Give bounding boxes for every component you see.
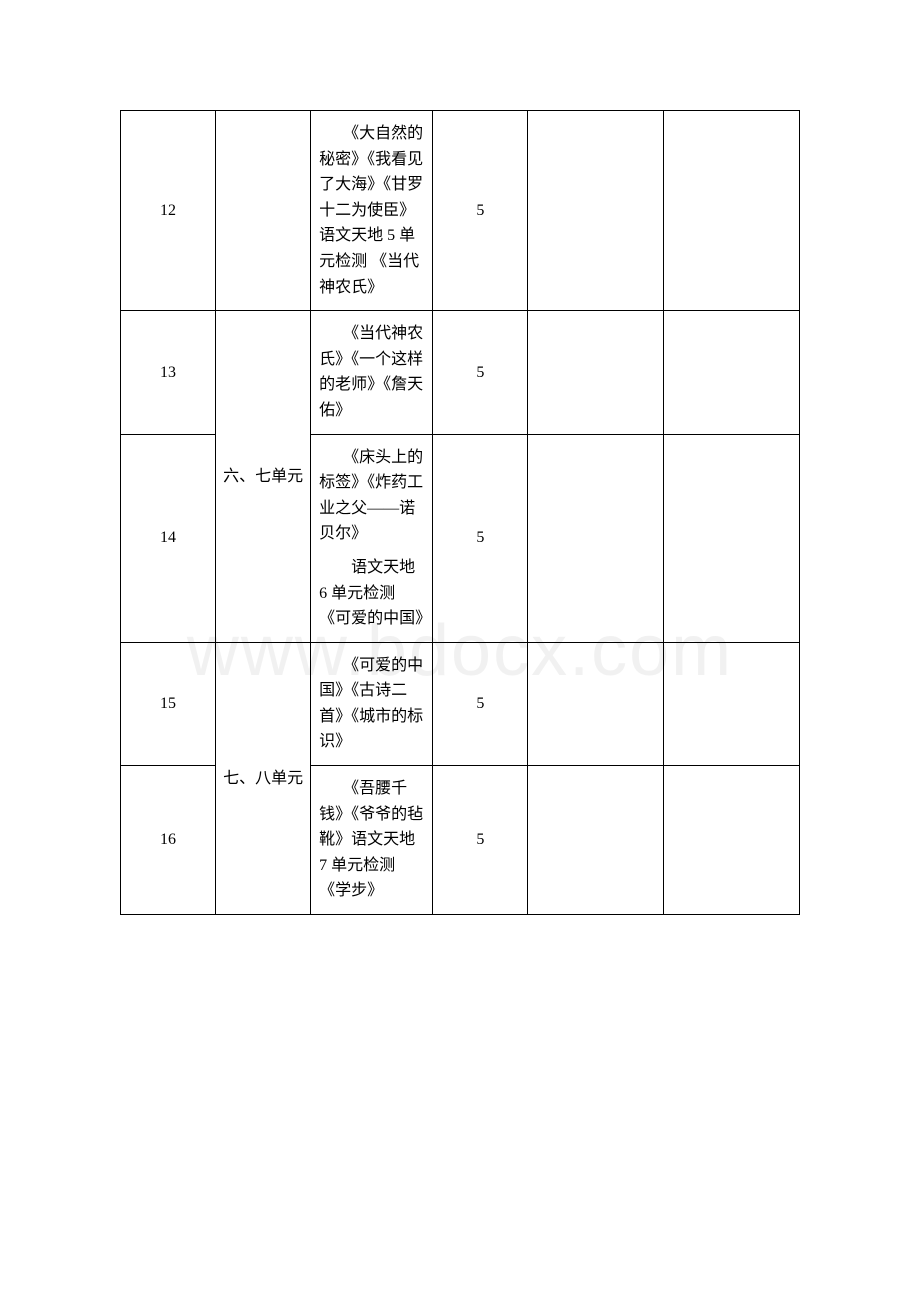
content-para: 语文天地 6 单元检测 《可爱的中国》 (319, 555, 424, 632)
hours-cell: 5 (433, 642, 528, 765)
content-cell: 《吾腰千钱》《爷爷的毡靴》语文天地 7 单元检测《学步》 (311, 766, 433, 915)
content-cell: 《当代神农氏》《一个这样的老师》《詹天佑》 (311, 311, 433, 434)
content-para: 《床头上的标签》《炸药工业之父——诺贝尔》 (319, 445, 424, 547)
table-row: 13 六、七单元 《当代神农氏》《一个这样的老师》《詹天佑》 5 (121, 311, 800, 434)
content-cell: 《可爱的中国》《古诗二首》《城市的标识》 (311, 642, 433, 765)
hours-cell: 5 (433, 766, 528, 915)
week-cell: 14 (121, 434, 216, 642)
content-cell: 《床头上的标签》《炸药工业之父——诺贝尔》 语文天地 6 单元检测 《可爱的中国… (311, 434, 433, 642)
unit-cell: 六、七单元 (216, 311, 311, 643)
schedule-table: 12 《大自然的秘密》《我看见了大海》《甘罗十二为使臣》 语文天地 5 单元检测… (120, 110, 800, 915)
content-cell: 《大自然的秘密》《我看见了大海》《甘罗十二为使臣》 语文天地 5 单元检测 《当… (311, 111, 433, 311)
table-row: 15 七、八单元 《可爱的中国》《古诗二首》《城市的标识》 5 (121, 642, 800, 765)
empty-cell (528, 311, 664, 434)
empty-cell (528, 642, 664, 765)
week-cell: 15 (121, 642, 216, 765)
hours-cell: 5 (433, 434, 528, 642)
unit-cell: 七、八单元 (216, 642, 311, 914)
schedule-table-container: 12 《大自然的秘密》《我看见了大海》《甘罗十二为使臣》 语文天地 5 单元检测… (0, 0, 920, 915)
week-cell: 16 (121, 766, 216, 915)
hours-cell: 5 (433, 111, 528, 311)
empty-cell (528, 111, 664, 311)
unit-cell (216, 111, 311, 311)
empty-cell (664, 766, 800, 915)
empty-cell (664, 434, 800, 642)
week-cell: 12 (121, 111, 216, 311)
table-row: 12 《大自然的秘密》《我看见了大海》《甘罗十二为使臣》 语文天地 5 单元检测… (121, 111, 800, 311)
empty-cell (528, 766, 664, 915)
empty-cell (664, 111, 800, 311)
empty-cell (664, 311, 800, 434)
hours-cell: 5 (433, 311, 528, 434)
empty-cell (528, 434, 664, 642)
week-cell: 13 (121, 311, 216, 434)
empty-cell (664, 642, 800, 765)
